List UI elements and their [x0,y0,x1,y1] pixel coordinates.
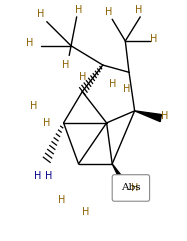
Text: H: H [34,171,41,181]
Text: H: H [45,171,52,181]
Text: H: H [75,5,82,15]
Polygon shape [135,111,161,122]
Text: H: H [105,7,112,17]
Polygon shape [112,164,129,190]
Text: H: H [123,84,131,94]
Text: H: H [131,183,138,193]
Text: H: H [161,111,168,121]
Text: H: H [79,72,86,82]
Text: H: H [43,118,50,128]
Text: H: H [150,33,157,44]
Text: H: H [30,101,37,111]
Text: H: H [37,9,45,20]
Text: H: H [82,207,90,217]
FancyBboxPatch shape [112,175,150,201]
Text: H: H [58,195,65,205]
Text: H: H [26,38,34,48]
Text: Abs: Abs [121,183,141,193]
Text: H: H [108,79,116,89]
Text: H: H [62,60,69,70]
Text: H: H [135,5,142,15]
